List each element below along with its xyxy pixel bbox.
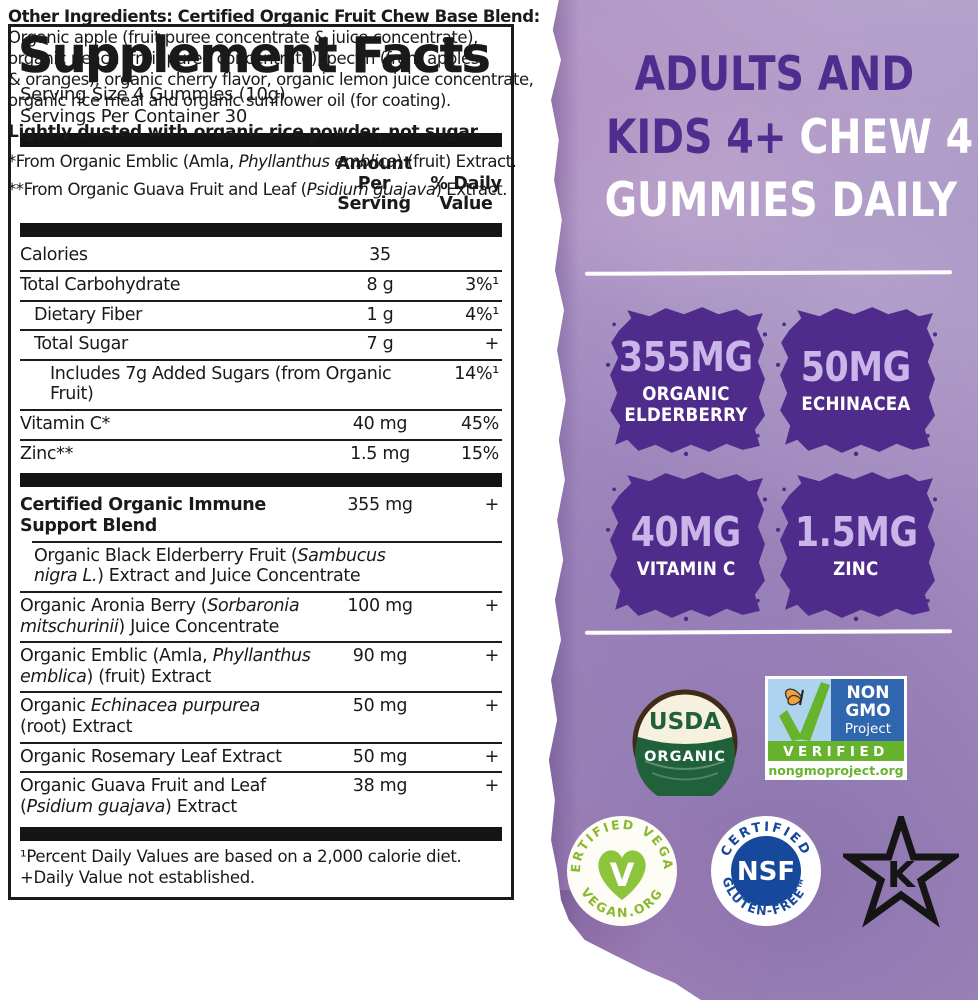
- heading-line2-purple: KIDS 4+: [605, 109, 787, 165]
- table-row: Organic Aronia Berry (Sorbaronia mitschu…: [20, 595, 499, 637]
- badge-label: ORGANIC ELDERBERRY: [624, 382, 748, 426]
- column-header-amount: Amount Per Serving: [336, 153, 412, 215]
- table-row: Organic Black Elderberry Fruit (Sambucus…: [34, 545, 386, 587]
- star-k-kosher-seal: K: [843, 816, 959, 928]
- table-row: Calories 35: [20, 245, 391, 266]
- check-blade-short: [779, 710, 803, 741]
- badge-label: ECHINACEA: [801, 393, 911, 416]
- badge-label: ZINC: [833, 558, 879, 581]
- daily-value-footnote: ¹Percent Daily Values are based on a 2,0…: [20, 846, 462, 888]
- column-header-dv: % Daily Value: [430, 173, 502, 215]
- project-text: Project: [845, 721, 891, 737]
- supplement-facts-box: Supplement Facts Serving Size 4 Gummies …: [8, 24, 514, 900]
- badge-echinacea: 50MG ECHINACEA: [775, 303, 937, 457]
- non-text: NON: [847, 683, 890, 703]
- vegan-v: V: [610, 856, 635, 894]
- table-row: Organic Rosemary Leaf Extract 50 mg +: [20, 746, 499, 767]
- purple-panel: ADULTS AND KIDS 4+ CHEW 4 GUMMIES DAILY 3…: [548, 0, 978, 1000]
- vegan-heart: [598, 850, 646, 900]
- thick-rule: [20, 132, 502, 147]
- organic-text: ORGANIC: [644, 749, 726, 765]
- nongmo-url: nongmoproject.org: [768, 763, 903, 778]
- badge-label: VITAMIN C: [636, 558, 736, 581]
- table-row: Total Carbohydrate 8 g 3%¹: [20, 274, 499, 295]
- nsf-gluten-free-seal: NSF CERTIFIED GLUTEN-FREE™: [711, 816, 821, 926]
- certified-vegan-seal: CERTIFIED VEGAN VEGAN.ORG V: [565, 814, 677, 926]
- table-row: Total Sugar 7 g +: [34, 334, 499, 355]
- table-header: Amount Per Serving % Daily Value: [20, 152, 502, 218]
- non-gmo-seal: NON GMO Project VERIFIED nongmoproject.o…: [765, 676, 907, 780]
- badge-value: 355MG: [619, 332, 753, 381]
- asterisk-note-2: **From Organic Guava Fruit and Leaf (Psi…: [8, 179, 508, 199]
- thick-rule: [20, 473, 502, 488]
- table-row: Dietary Fiber 1 g 4%¹: [34, 304, 499, 325]
- usda-organic-seal: USDA ORGANIC: [632, 689, 738, 796]
- check-blade-tall: [798, 682, 830, 741]
- divider-line: [584, 270, 953, 276]
- nsf-text: NSF: [737, 857, 795, 887]
- badge-value: 1.5MG: [794, 508, 918, 557]
- badge-value: 50MG: [800, 343, 912, 392]
- badge-value: 40MG: [630, 508, 742, 557]
- table-row: Vitamin C* 40 mg 45%: [20, 414, 499, 435]
- heading-line3: GUMMIES DAILY: [604, 172, 958, 228]
- servings-per-container: Servings Per Container 30: [20, 105, 247, 127]
- badge-elderberry: 355MG ORGANIC ELDERBERRY: [605, 303, 767, 457]
- other-ingredients-section: Other Ingredients: Certified Organic Fru…: [8, 7, 548, 199]
- heading-line1: ADULTS AND: [634, 47, 915, 102]
- badge-vitamin-c: 40MG VITAMIN C: [605, 468, 767, 622]
- serving-size: Serving Size 4 Gummies (10g): [20, 83, 286, 105]
- verified-text: VERIFIED: [783, 744, 889, 760]
- table-row: Organic Echinacea purpurea (root) Extrac…: [20, 696, 499, 738]
- gmo-text: GMO: [845, 701, 890, 721]
- table-row: Organic Guava Fruit and Leaf (Psidium gu…: [20, 776, 499, 818]
- thick-rule: [20, 826, 502, 841]
- table-row: Organic Emblic (Amla, Phyllanthus emblic…: [20, 646, 499, 687]
- asterisk-note-1: *From Organic Emblic (Amla, Phyllanthus …: [8, 151, 517, 171]
- supplement-facts-title: Supplement Facts: [18, 27, 491, 84]
- heading-line2-white: CHEW 4: [799, 109, 974, 165]
- star-outline: [843, 816, 959, 928]
- thick-rule: [20, 223, 502, 238]
- butterfly-icon: [784, 688, 804, 706]
- rice-powder-note: Lightly dusted with organic rice powder,…: [8, 121, 482, 142]
- other-ingredients: Other Ingredients: Certified Organic Fru…: [8, 7, 540, 110]
- divider-line: [584, 629, 953, 635]
- table-row: Zinc** 1.5 mg 15%: [20, 443, 499, 464]
- table-row: Certified Organic Immune Support Blend 3…: [20, 495, 499, 536]
- badge-zinc: 1.5MG ZINC: [775, 468, 937, 622]
- kosher-k: K: [887, 855, 916, 896]
- table-row: Includes 7g Added Sugars (from Organic F…: [50, 363, 499, 405]
- usda-text: USDA: [649, 709, 721, 735]
- dosage-heading: ADULTS AND KIDS 4+ CHEW 4 GUMMIES DAILY: [549, 44, 978, 233]
